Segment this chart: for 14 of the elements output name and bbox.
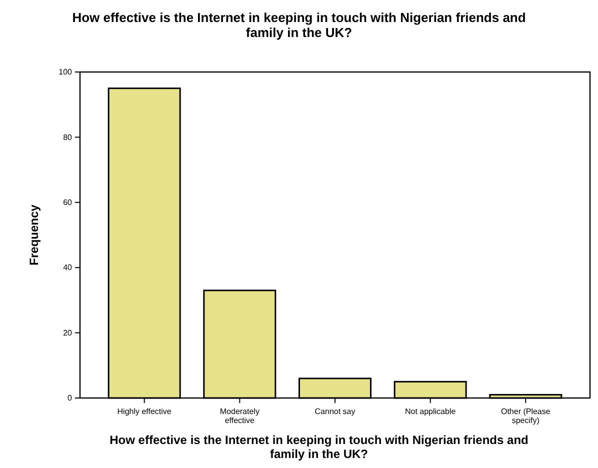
y-tick-label: 0 — [68, 394, 73, 403]
y-axis-title: Frequency — [27, 204, 41, 266]
y-tick-label: 60 — [63, 198, 73, 207]
y-tick-label: 40 — [63, 263, 73, 272]
y-tick-label: 20 — [63, 328, 73, 338]
x-axis-title: How effective is the Internet in keeping in touch with Nigerian friends and family in the UK? — [110, 433, 528, 461]
x-tick-label: Moderately effective — [220, 407, 260, 425]
y-tick-label: 100 — [58, 68, 73, 77]
x-tick-label: Highly effective — [117, 407, 172, 416]
chart-title: How effective is the Internet in keeping in touch with Nigerian friends and family in the UK? — [72, 10, 526, 40]
x-tick-label: Other (Please specify) — [500, 407, 551, 425]
x-tick-label: Cannot say — [314, 407, 356, 416]
y-tick-label: 80 — [63, 132, 73, 142]
x-tick-label: Not applicable — [404, 407, 456, 416]
